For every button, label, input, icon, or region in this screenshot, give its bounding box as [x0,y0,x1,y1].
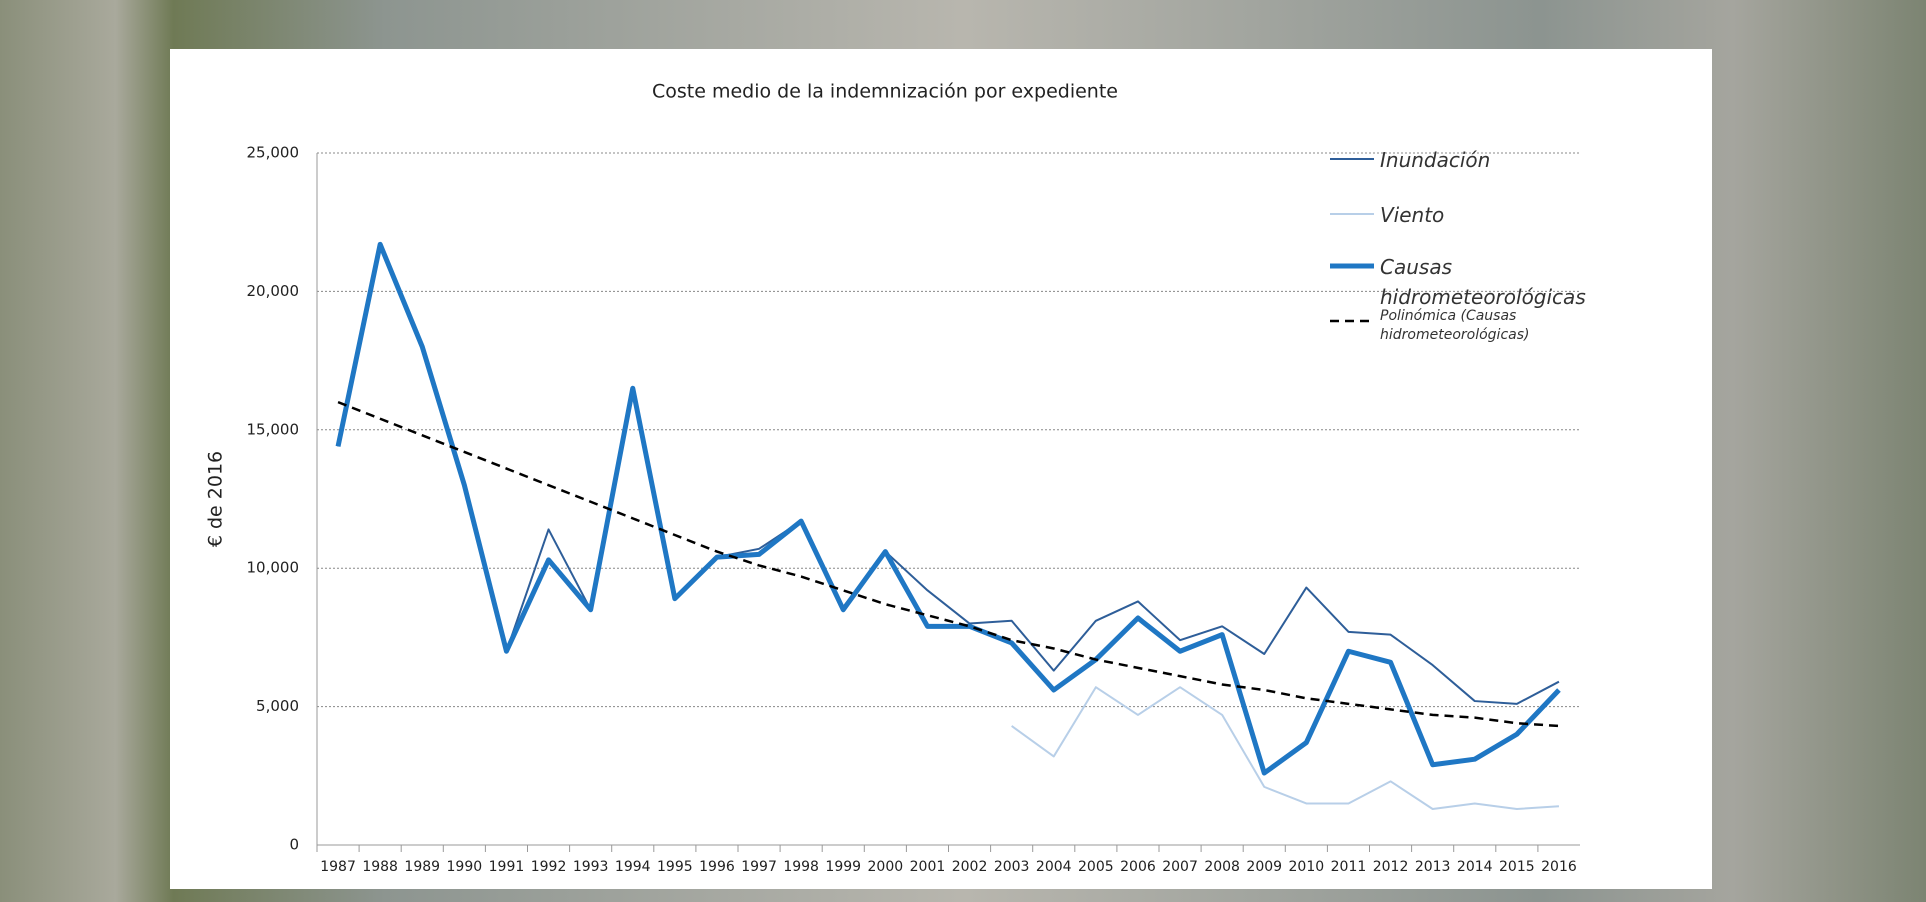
x-tick-label: 1993 [573,859,609,875]
x-tick-label: 2015 [1499,859,1535,875]
y-axis-label: € de 2016 [205,451,227,547]
x-tick-label: 2008 [1204,859,1240,875]
y-tick-label: 5,000 [256,697,299,715]
x-tick-label: 2006 [1120,859,1156,875]
x-tick-label: 2000 [868,859,904,875]
legend-label: Inundación [1380,145,1610,175]
x-tick-label: 1997 [741,859,777,875]
x-tick-label: 1999 [825,859,861,875]
x-tick-label: 2014 [1457,859,1493,875]
y-tick-label: 25,000 [247,144,300,162]
x-tick-label: 1998 [783,859,819,875]
y-tick-label: 0 [289,836,299,854]
x-tick-label: 2012 [1373,859,1409,875]
x-tick-label: 2016 [1541,859,1577,875]
x-tick-label: 2004 [1036,859,1072,875]
y-tick-label: 10,000 [247,559,300,577]
x-tick-label: 2011 [1331,859,1367,875]
chart-title: Coste medio de la indemnización por expe… [652,81,1118,103]
x-tick-label: 2007 [1162,859,1198,875]
x-tick-label: 2009 [1246,859,1282,875]
legend-entry: Polinómica (Causas hidrometeorológicas) [1380,307,1580,377]
x-tick-label: 1994 [615,859,651,875]
x-tick-label: 1995 [657,859,693,875]
x-tick-label: 1989 [404,859,440,875]
legend-label: Polinómica (Causas hidrometeorológicas) [1380,307,1580,345]
legend-label: Viento [1380,200,1610,230]
x-tick-label: 2001 [910,859,946,875]
x-tick-label: 1987 [320,859,356,875]
y-tick-label: 15,000 [247,420,300,438]
x-tick-label: 1992 [531,859,567,875]
x-tick-label: 2002 [952,859,988,875]
x-tick-label: 1990 [447,859,483,875]
page: Coste medio de la indemnización por expe… [0,0,1926,902]
x-tick-label: 1988 [362,859,398,875]
x-tick-label: 2005 [1078,859,1114,875]
x-tick-label: 2013 [1415,859,1451,875]
x-tick-label: 2003 [994,859,1030,875]
x-tick-label: 1991 [489,859,525,875]
legend-label: Causas hidrometeorológicas [1380,252,1610,312]
y-tick-label: 20,000 [247,282,300,300]
x-tick-label: 2010 [1289,859,1325,875]
x-tick-label: 1996 [699,859,735,875]
chart: Coste medio de la indemnización por expe… [0,0,1926,902]
